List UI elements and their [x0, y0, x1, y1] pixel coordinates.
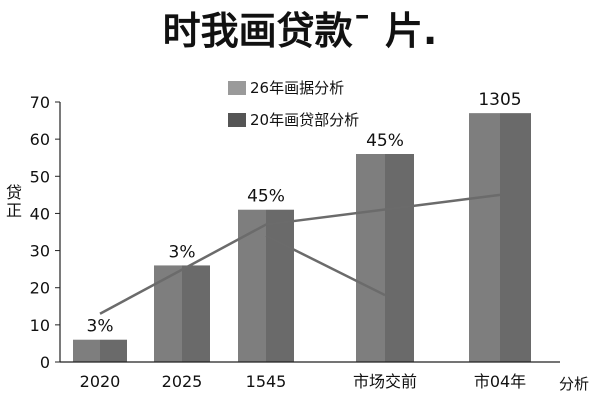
y-tick-label: 60	[30, 130, 50, 149]
trend-lines	[99, 193, 501, 315]
legend-label-series-2: 20年画贷部分析	[250, 111, 359, 129]
data-label: 1305	[478, 90, 521, 110]
data-labels: 3% 3% 45% 45% 1305	[87, 90, 522, 337]
bar-right-face	[385, 154, 414, 362]
y-axis: 0 10 20 30 40 50 60 70	[30, 93, 61, 372]
chart-title: 时我画贷款ˉ 片.	[163, 9, 438, 53]
x-tick-label: 2025	[162, 372, 203, 391]
legend-swatch-series-1	[228, 81, 246, 95]
y-tick-label: 30	[30, 242, 50, 261]
x-tick-label: 2020	[80, 372, 121, 391]
y-axis-title-line-2: 正	[6, 201, 22, 220]
bar	[154, 265, 210, 362]
bar	[238, 209, 294, 362]
bars	[73, 113, 531, 363]
bar	[356, 154, 414, 362]
x-tick-label: 市场交前	[353, 372, 417, 391]
data-label: 45%	[247, 187, 285, 207]
legend: 26年画据分析 20年画贷部分析	[228, 79, 359, 129]
legend-swatch-series-2	[228, 113, 246, 127]
x-tick-label: 1545	[246, 372, 287, 391]
bar-right-face	[500, 113, 531, 363]
y-tick-label: 10	[30, 316, 50, 335]
y-axis-title: 贷 正	[6, 183, 22, 220]
y-tick-label: 40	[30, 204, 50, 223]
bar-left-face	[238, 209, 266, 362]
y-tick-label: 50	[30, 167, 50, 186]
data-label: 3%	[87, 317, 114, 337]
data-label: 45%	[366, 131, 404, 151]
bar-right-face	[182, 265, 210, 362]
y-tick-label: 70	[30, 93, 50, 112]
y-axis-title-line-1: 贷	[6, 183, 22, 202]
x-axis-title: 分析	[559, 375, 589, 393]
trend-line-primary	[99, 193, 501, 315]
x-axis: 2020 2025 1545 市场交前 市04年	[60, 361, 560, 391]
y-tick-label: 20	[30, 279, 50, 298]
trend-line-secondary	[265, 234, 386, 297]
x-tick-label: 市04年	[474, 372, 526, 391]
bar-right-face	[100, 339, 127, 362]
bar	[469, 113, 531, 363]
bar-right-face	[266, 209, 294, 362]
bar-left-face	[154, 265, 182, 362]
legend-label-series-1: 26年画据分析	[250, 79, 344, 97]
y-tick-label: 0	[40, 353, 50, 372]
bar-left-face	[73, 339, 100, 362]
data-label: 3%	[169, 242, 196, 262]
bar-left-face	[356, 154, 385, 362]
bar	[73, 339, 127, 362]
bar-left-face	[469, 113, 500, 363]
